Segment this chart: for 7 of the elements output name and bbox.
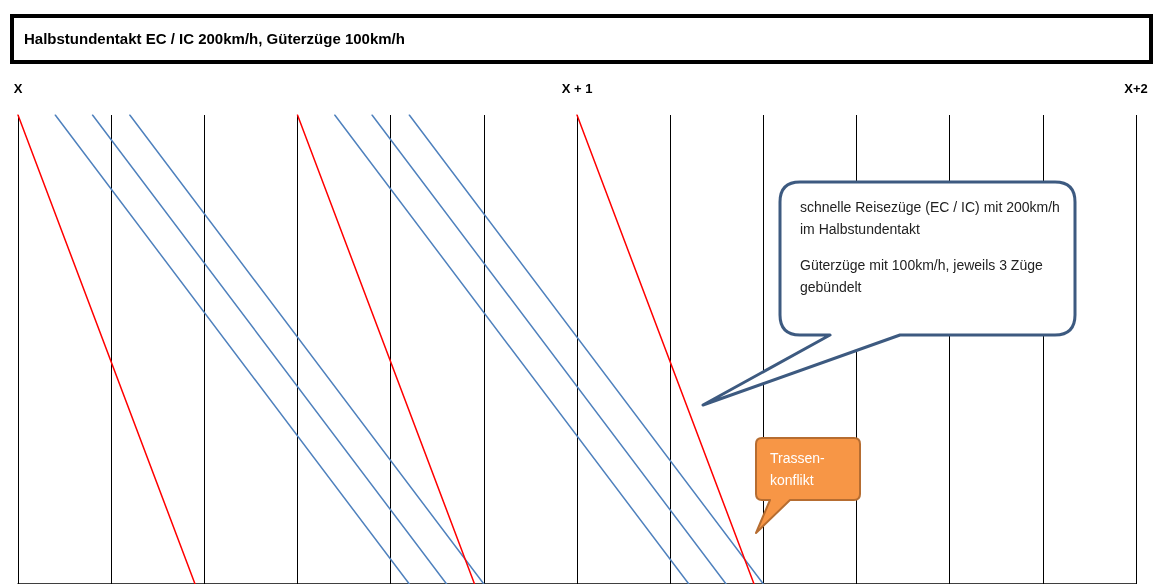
x-tick-label: X+2 <box>1124 81 1148 96</box>
x-tick-label: X + 1 <box>561 81 593 96</box>
annotation: schnelle Reisezüge (EC / IC) mit 200km/h im Halbstundentakt <box>800 198 1061 239</box>
chart-title: Halbstundentakt EC / IC 200km/h, Güterzüge 100km/h <box>10 14 1153 64</box>
annotation: Trassen-konflikt <box>770 449 826 490</box>
annotation: Güterzüge mit 100km/h, jeweils 3 Züge gebündelt <box>800 256 1044 297</box>
x-tick-label: X <box>13 81 23 96</box>
